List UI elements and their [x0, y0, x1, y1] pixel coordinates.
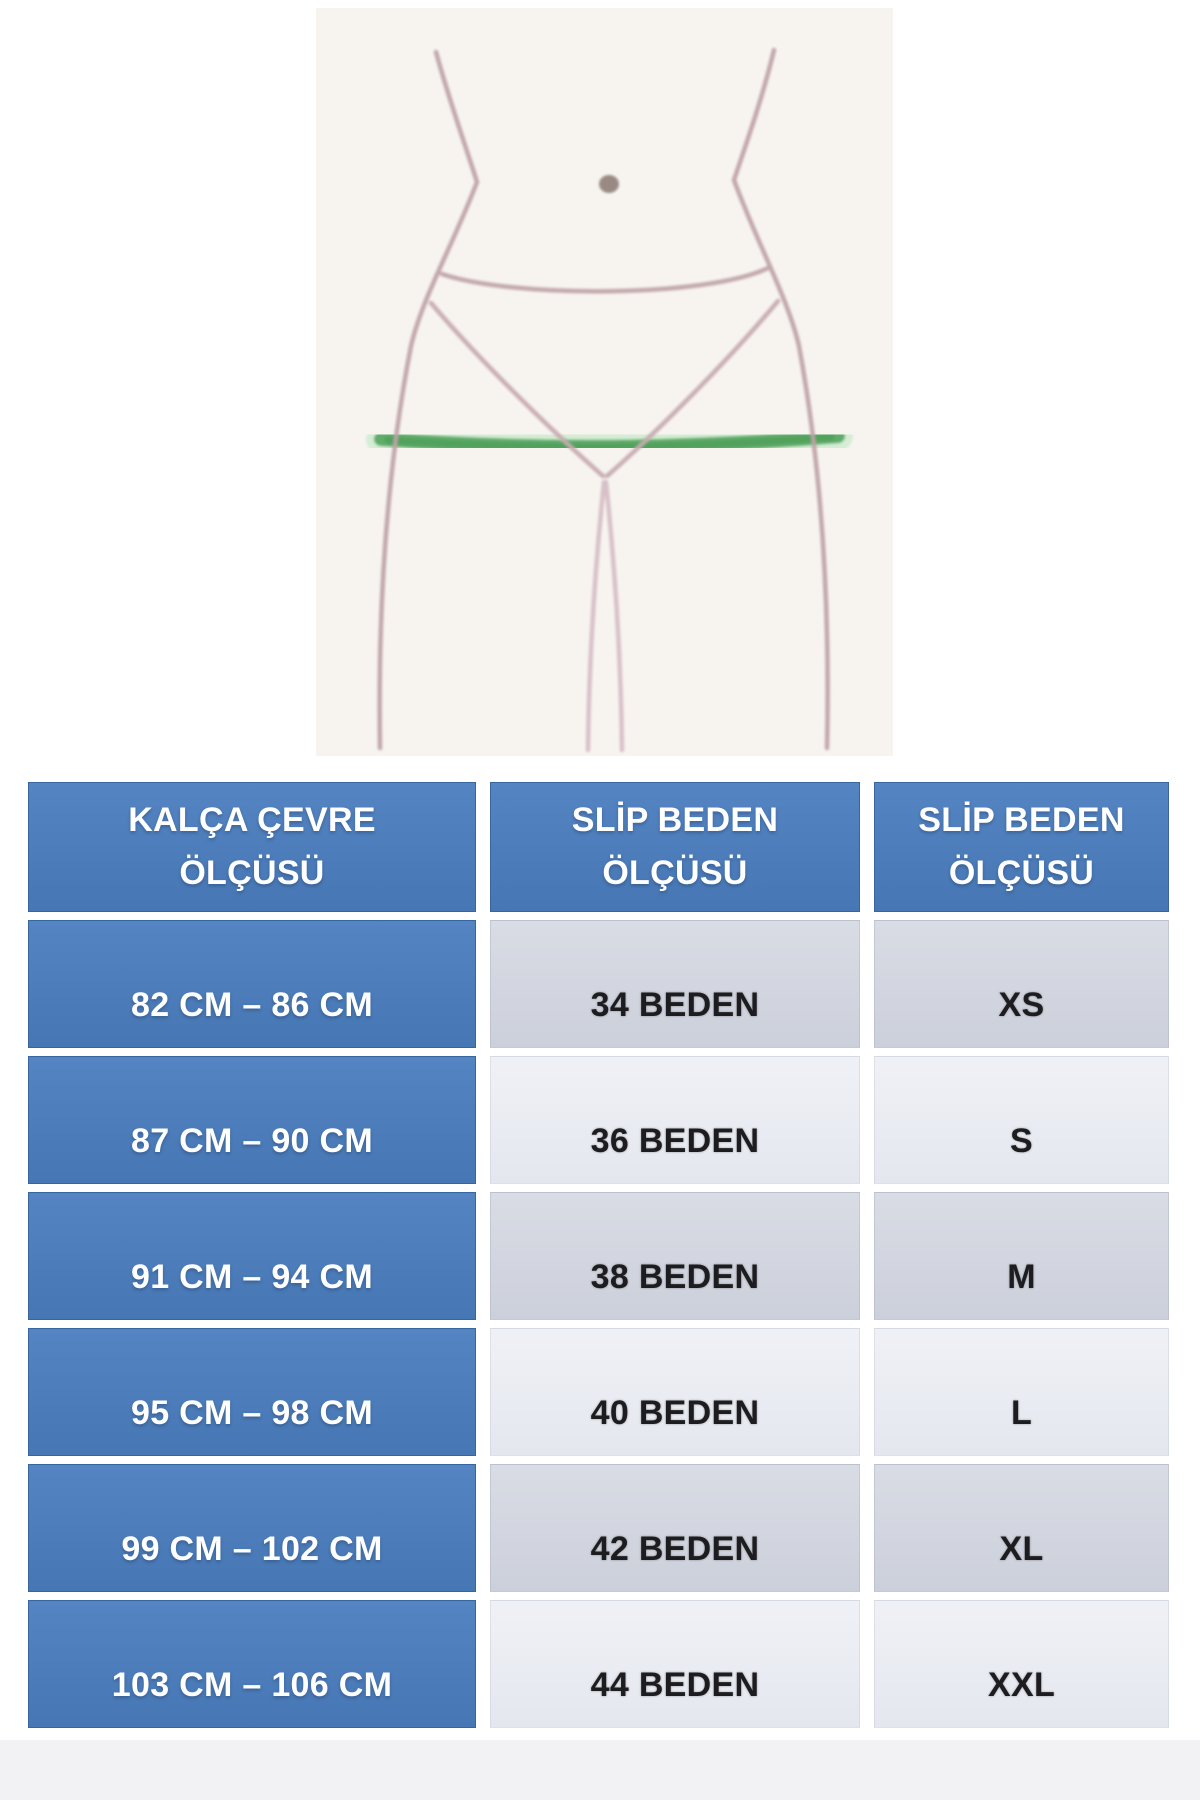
body-outline [377, 47, 830, 753]
bottom-margin-band [0, 1740, 1200, 1800]
intl-size-cell: XS [874, 920, 1169, 1048]
size-cell: 34 BEDEN [490, 920, 860, 1048]
header-line: SLİP BEDEN [571, 801, 779, 839]
hip-range-cell: 82 CM – 86 CM [28, 920, 476, 1048]
header-line: SLİP BEDEN [918, 801, 1125, 839]
header-hip-measure: KALÇA ÇEVRE ÖLÇÜSÜ [28, 782, 476, 912]
size-cell: 36 BEDEN [490, 1056, 860, 1184]
header-line: ÖLÇÜSÜ [179, 854, 325, 892]
hip-range-cell: 95 CM – 98 CM [28, 1328, 476, 1456]
size-cell: 38 BEDEN [490, 1192, 860, 1320]
hip-figure-svg [366, 47, 853, 753]
hip-range-cell: 103 CM – 106 CM [28, 1600, 476, 1728]
intl-size-cell: XXL [874, 1600, 1169, 1728]
header-line: KALÇA ÇEVRE [128, 801, 376, 839]
size-cell: 40 BEDEN [490, 1328, 860, 1456]
hip-measurement-illustration [316, 8, 893, 756]
intl-size-cell: M [874, 1192, 1169, 1320]
header-line: ÖLÇÜSÜ [948, 854, 1095, 892]
intl-size-cell: S [874, 1056, 1169, 1184]
navel-dot [599, 175, 619, 193]
size-table: KALÇA ÇEVRE ÖLÇÜSÜ SLİP BEDEN ÖLÇÜSÜ SLİ… [28, 782, 1169, 1728]
hip-range-cell: 91 CM – 94 CM [28, 1192, 476, 1320]
hip-range-cell: 99 CM – 102 CM [28, 1464, 476, 1592]
size-cell: 42 BEDEN [490, 1464, 860, 1592]
hip-range-cell: 87 CM – 90 CM [28, 1056, 476, 1184]
hip-band [366, 421, 853, 462]
intl-size-cell: XL [874, 1464, 1169, 1592]
header-slip-size: SLİP BEDEN ÖLÇÜSÜ [490, 782, 860, 912]
header-slip-size-intl: SLİP BEDEN ÖLÇÜSÜ [874, 782, 1169, 912]
size-cell: 44 BEDEN [490, 1600, 860, 1728]
header-line: ÖLÇÜSÜ [602, 854, 748, 892]
intl-size-cell: L [874, 1328, 1169, 1456]
